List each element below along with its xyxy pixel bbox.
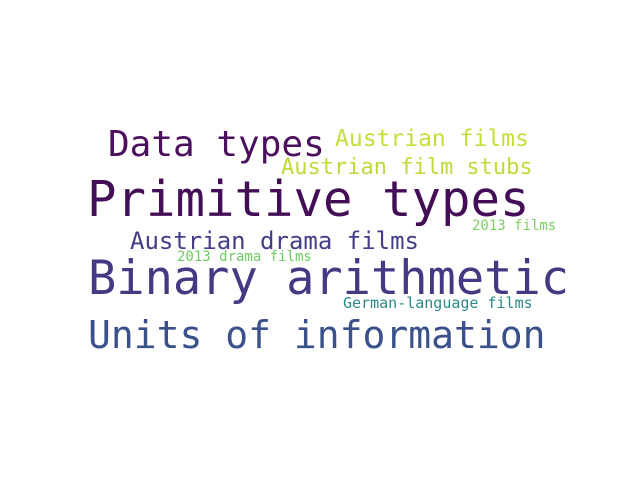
word-2013-films: 2013 films xyxy=(472,218,557,234)
word-2013-drama-films: 2013 drama films xyxy=(177,249,312,265)
word-austrian-drama-films: Austrian drama films xyxy=(130,227,419,255)
word-binary-arithmetic: Binary arithmetic xyxy=(88,251,570,306)
word-data-types: Data types xyxy=(108,124,325,165)
word-units-of-information: Units of information xyxy=(88,313,546,357)
word-german-language-films: German-language films xyxy=(343,294,533,312)
word-primitive-types: Primitive types xyxy=(87,171,530,228)
word-austrian-film-stubs: Austrian film stubs xyxy=(281,155,533,180)
word-austrian-films: Austrian films xyxy=(335,126,529,152)
